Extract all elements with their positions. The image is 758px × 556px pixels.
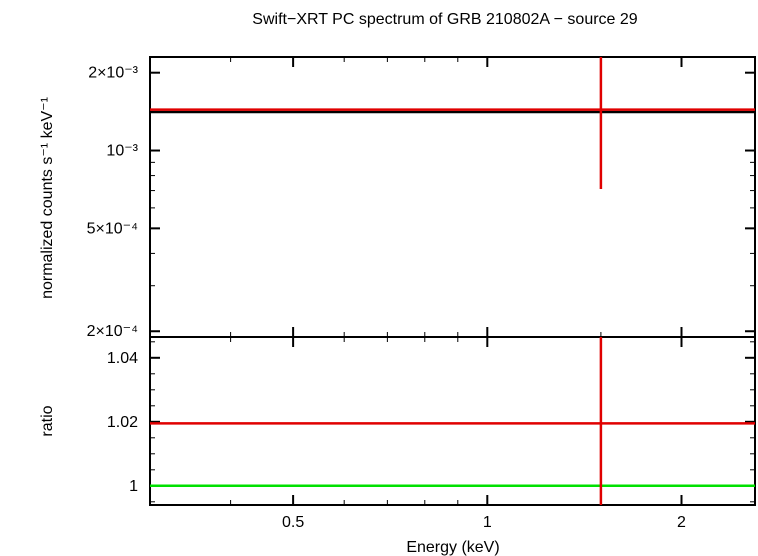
bottom-plot-frame	[149, 336, 756, 506]
chart-title: Swift−XRT PC spectrum of GRB 210802A − s…	[252, 11, 637, 28]
bottom-y-tick-label: 1	[129, 478, 138, 495]
x-tick-label: 1	[483, 514, 492, 531]
top-y-tick-label: 10⁻³	[106, 143, 138, 160]
top-plot-frame	[149, 56, 756, 338]
top-y-tick-label: 5×10⁻⁴	[87, 220, 138, 237]
x-tick-label: 2	[677, 514, 686, 531]
top-y-tick-label: 2×10⁻⁴	[87, 323, 138, 340]
x-tick-label: 0.5	[282, 514, 304, 531]
x-axis-label: Energy (keV)	[406, 539, 499, 556]
bottom-panel: 1.04 1.02 1 0.5 1 2	[107, 336, 756, 531]
top-y-axis-label: normalized counts s⁻¹ keV⁻¹	[39, 97, 56, 299]
bottom-y-axis-label: ratio	[39, 405, 56, 436]
top-y-tick-label: 2×10⁻³	[88, 65, 138, 82]
top-panel: 2×10⁻³ 10⁻³ 5×10⁻⁴ 2×10⁻⁴	[87, 56, 756, 340]
bottom-y-tick-label: 1.04	[107, 350, 138, 367]
bottom-y-tick-label: 1.02	[107, 414, 138, 431]
